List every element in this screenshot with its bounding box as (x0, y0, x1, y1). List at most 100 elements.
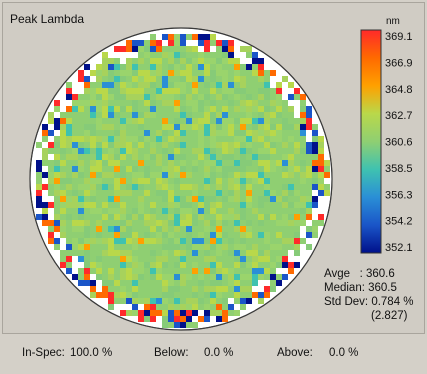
wafer-cell (174, 316, 180, 322)
wafer-cell (186, 88, 192, 94)
wafer-cell (240, 244, 246, 250)
wafer-cell (246, 166, 252, 172)
wafer-cell (54, 190, 60, 196)
wafer-cell (66, 130, 72, 136)
wafer-cell (66, 94, 72, 100)
wafer-cell (312, 220, 318, 226)
wafer-cell (306, 118, 312, 124)
wafer-cell (252, 58, 258, 64)
wafer-cell (258, 142, 264, 148)
wafer-cell (324, 184, 330, 190)
wafer-cell (162, 292, 168, 298)
wafer-cell (102, 76, 108, 82)
wafer-cell (162, 100, 168, 106)
wafer-cell (126, 88, 132, 94)
wafer-cell (150, 298, 156, 304)
wafer-cell (138, 238, 144, 244)
wafer-cell (282, 112, 288, 118)
wafer-cell (138, 40, 144, 46)
wafer-cell (228, 124, 234, 130)
wafer-cell (276, 250, 282, 256)
wafer-cell (156, 58, 162, 64)
wafer-cell (258, 124, 264, 130)
wafer-cell (246, 184, 252, 190)
wafer-cell (270, 274, 276, 280)
wafer-cell (72, 166, 78, 172)
wafer-cell (150, 190, 156, 196)
wafer-cell (282, 160, 288, 166)
wafer-cell (204, 238, 210, 244)
wafer-cell (144, 154, 150, 160)
wafer-cell (264, 148, 270, 154)
wafer-cell (144, 280, 150, 286)
wafer-cell (204, 64, 210, 70)
wafer-cell (306, 202, 312, 208)
wafer-cell (150, 292, 156, 298)
wafer-cell (144, 58, 150, 64)
wafer-cell (204, 172, 210, 178)
wafer-cell (66, 142, 72, 148)
wafer-cell (54, 178, 60, 184)
wafer-cell (264, 136, 270, 142)
wafer-cell (84, 202, 90, 208)
wafer-cell (234, 64, 240, 70)
wafer-cells (36, 34, 330, 328)
wafer-cell (114, 112, 120, 118)
wafer-cell (150, 40, 156, 46)
wafer-cell (96, 142, 102, 148)
wafer-cell (138, 292, 144, 298)
wafer-cell (192, 298, 198, 304)
wafer-cell (312, 178, 318, 184)
wafer-cell (144, 166, 150, 172)
wafer-cell (198, 256, 204, 262)
above-label: Above: (277, 347, 313, 359)
wafer-cell (132, 148, 138, 154)
wafer-cell (312, 124, 318, 130)
wafer-cell (258, 232, 264, 238)
wafer-cell (108, 274, 114, 280)
wafer-cell (282, 202, 288, 208)
wafer-cell (210, 148, 216, 154)
wafer-cell (36, 166, 42, 172)
wafer-cell (150, 226, 156, 232)
wafer-cell (246, 280, 252, 286)
wafer-cell (228, 274, 234, 280)
wafer-cell (54, 124, 60, 130)
wafer-cell (102, 64, 108, 70)
wafer-cell (264, 178, 270, 184)
wafer-cell (204, 190, 210, 196)
wafer-cell (90, 238, 96, 244)
wafer-cell (102, 196, 108, 202)
wafer-cell (312, 202, 318, 208)
wafer-cell (318, 220, 324, 226)
wafer-cell (72, 208, 78, 214)
wafer-cell (198, 130, 204, 136)
wafer-cell (156, 250, 162, 256)
wafer-cell (168, 76, 174, 82)
wafer-cell (222, 100, 228, 106)
wafer-cell (120, 148, 126, 154)
wafer-cell (174, 274, 180, 280)
wafer-cell (198, 82, 204, 88)
wafer-cell (120, 220, 126, 226)
wafer-cell (258, 190, 264, 196)
wafer-cell (234, 268, 240, 274)
wafer-cell (168, 58, 174, 64)
wafer-cell (252, 124, 258, 130)
wafer-cell (144, 244, 150, 250)
wafer-cell (144, 286, 150, 292)
wafer-cell (288, 160, 294, 166)
wafer-cell (264, 250, 270, 256)
wafer-cell (168, 220, 174, 226)
wafer-cell (132, 160, 138, 166)
wafer-cell (288, 94, 294, 100)
wafer-cell (186, 106, 192, 112)
wafer-cell (84, 136, 90, 142)
wafer-cell (228, 172, 234, 178)
wafer-cell (174, 280, 180, 286)
wafer-cell (222, 304, 228, 310)
wafer-cell (108, 202, 114, 208)
wafer-cell (198, 172, 204, 178)
wafer-cell (132, 304, 138, 310)
wafer-cell (270, 202, 276, 208)
